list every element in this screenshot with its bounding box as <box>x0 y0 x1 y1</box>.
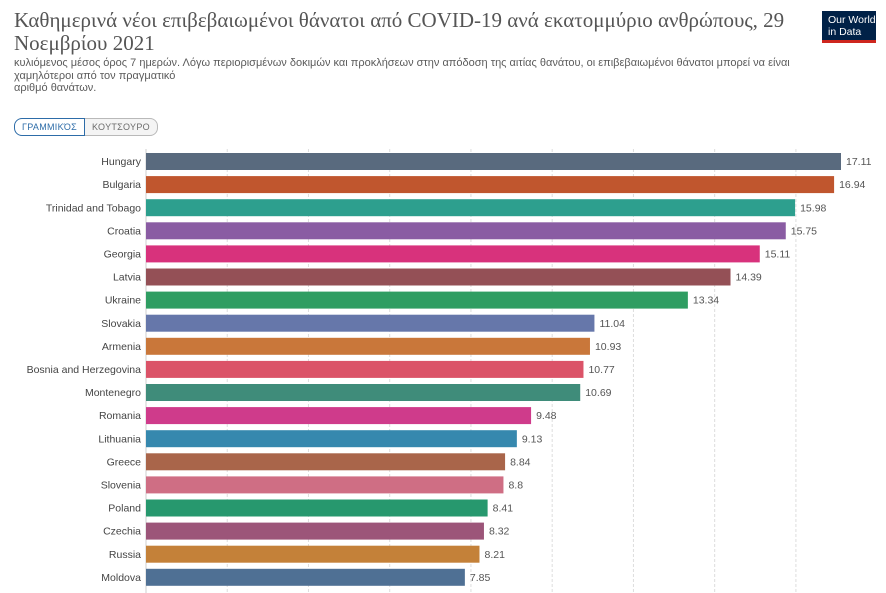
value-label: 17.11 <box>846 156 872 168</box>
value-label: 15.11 <box>765 249 791 261</box>
category-label: Slovakia <box>101 318 141 330</box>
category-label: Lithuania <box>98 433 141 445</box>
bar-row[interactable]: Slovakia 11.04 <box>101 314 625 332</box>
bar[interactable] <box>146 337 590 355</box>
category-label: Czechia <box>103 526 141 538</box>
bar[interactable] <box>146 176 835 194</box>
category-label: Croatia <box>107 225 141 237</box>
bar-row[interactable]: Latvia 14.39 <box>113 268 762 286</box>
value-label: 8.8 <box>508 480 523 492</box>
value-label: 7.85 <box>470 572 491 584</box>
subtitle-line-3: αριθμό θανάτων. <box>14 82 97 94</box>
subtitle-line-1: κυλιόμενος μέσος όρος 7 ημερών. Λόγω περ… <box>14 57 790 69</box>
category-label: Slovenia <box>101 480 141 492</box>
bar[interactable] <box>146 314 595 332</box>
value-label: 8.21 <box>484 549 505 561</box>
value-label: 8.84 <box>510 456 531 468</box>
bar[interactable] <box>146 268 731 286</box>
category-label: Poland <box>108 503 141 515</box>
bar[interactable] <box>146 545 480 563</box>
logo-line-2: in Data <box>828 26 862 38</box>
bar-row[interactable]: Russia 8.21 <box>109 545 505 563</box>
value-label: 10.77 <box>588 364 614 376</box>
bar-row[interactable]: Croatia 15.75 <box>107 222 817 240</box>
value-label: 10.69 <box>585 387 611 399</box>
value-label: 11.04 <box>599 318 625 330</box>
bar-row[interactable]: Hungary 17.11 <box>101 153 872 170</box>
bar-row[interactable]: Trinidad and Tobago 15.98 <box>46 199 827 217</box>
owid-logo[interactable]: Our World in Data <box>822 11 876 43</box>
bar-row[interactable]: Armenia 10.93 <box>102 337 622 355</box>
value-label: 9.48 <box>536 410 557 422</box>
bar[interactable] <box>146 499 488 517</box>
bar[interactable] <box>146 199 796 217</box>
category-label: Greece <box>107 456 142 468</box>
bar[interactable] <box>146 453 506 471</box>
logo-accent-bar <box>822 40 876 43</box>
bars-group: Hungary 17.11 Bulgaria 16.94 Trinidad and To… <box>27 153 872 586</box>
bar[interactable] <box>146 291 688 309</box>
bar-row[interactable]: Poland 8.41 <box>108 499 514 517</box>
category-label: Georgia <box>104 249 142 261</box>
category-label: Hungary <box>101 156 141 168</box>
value-label: 16.94 <box>839 179 865 191</box>
category-label: Trinidad and Tobago <box>46 202 141 214</box>
bar-row[interactable]: Georgia 15.11 <box>104 245 791 263</box>
bar-row[interactable]: Slovenia 8.8 <box>101 476 523 494</box>
tab-linear[interactable]: ΓΡΑΜΜΙΚΌΣ <box>14 118 86 136</box>
bar[interactable] <box>146 476 504 494</box>
scale-toggle: ΓΡΑΜΜΙΚΌΣ ΚΟΥΤΣΟΥΡΟ <box>14 118 158 136</box>
bar[interactable] <box>146 360 584 378</box>
value-label: 8.32 <box>489 526 510 538</box>
subtitle-line-2: χαμηλότεροι από τον πραγματικό <box>14 69 176 82</box>
bar-row[interactable]: Moldova 7.85 <box>101 568 491 586</box>
bar-row[interactable]: Montenegro 10.69 <box>85 384 612 401</box>
bar-row[interactable]: Greece 8.84 <box>107 453 531 471</box>
category-label: Armenia <box>102 341 141 353</box>
value-label: 15.98 <box>800 202 826 214</box>
value-label: 9.13 <box>522 433 543 445</box>
category-label: Bosnia and Herzegovina <box>27 364 142 376</box>
bar[interactable] <box>146 245 760 263</box>
logo-line-1: Our World <box>828 14 876 26</box>
bar[interactable] <box>146 430 517 448</box>
category-label: Moldova <box>101 572 141 584</box>
bar[interactable] <box>146 522 484 540</box>
bar[interactable] <box>146 384 581 401</box>
bar-row[interactable]: Ukraine 13.34 <box>105 291 719 309</box>
chart-title: Καθημερινά νέοι επιβεβαιωμένοι θάνατοι α… <box>14 8 785 55</box>
category-label: Romania <box>99 410 141 422</box>
bar-row[interactable]: Lithuania 9.13 <box>98 430 543 448</box>
bar[interactable] <box>146 153 841 170</box>
value-label: 8.41 <box>493 503 514 515</box>
category-label: Montenegro <box>85 387 141 399</box>
category-label: Latvia <box>113 272 141 284</box>
value-label: 13.34 <box>693 295 719 307</box>
bar-row[interactable]: Romania 9.48 <box>99 407 557 425</box>
bar[interactable] <box>146 407 532 425</box>
category-label: Ukraine <box>105 295 141 307</box>
bar-row[interactable]: Bosnia and Herzegovina 10.77 <box>27 360 615 378</box>
bar[interactable] <box>146 568 465 586</box>
category-label: Bulgaria <box>102 179 141 191</box>
value-label: 15.75 <box>791 225 817 237</box>
bar[interactable] <box>146 222 786 240</box>
bar-row[interactable]: Czechia 8.32 <box>103 522 510 540</box>
value-label: 10.93 <box>595 341 621 353</box>
category-label: Russia <box>109 549 141 561</box>
chart-subtitle: κυλιόμενος μέσος όρος 7 ημερών. Λόγω περ… <box>14 57 854 95</box>
bar-row[interactable]: Bulgaria 16.94 <box>102 176 866 194</box>
value-label: 14.39 <box>736 272 762 284</box>
tab-log[interactable]: ΚΟΥΤΣΟΥΡΟ <box>85 118 158 136</box>
